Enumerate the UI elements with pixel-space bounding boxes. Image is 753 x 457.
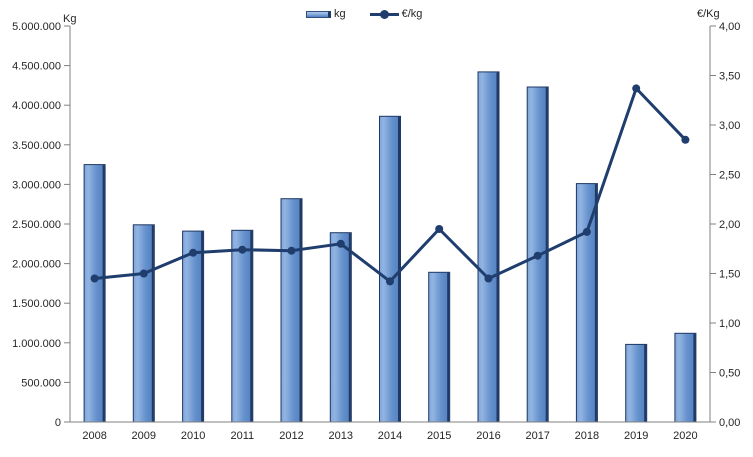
line-point-2008 <box>90 274 99 283</box>
x-axis-label-2012: 2012 <box>279 430 303 442</box>
bar-2008 <box>83 164 106 423</box>
line-point-2020 <box>681 135 690 144</box>
left-axis-tick-label: 1.500.000 <box>12 298 61 310</box>
right-axis-title: €/Kg <box>697 8 720 20</box>
left-axis-tick-label: 4.500.000 <box>12 61 61 73</box>
left-axis-tick-label: 3.500.000 <box>12 140 61 152</box>
bar-shadow-edge <box>693 333 696 422</box>
bar-shadow-edge <box>644 344 647 422</box>
right-axis-tick-label: 2,00 <box>719 219 740 231</box>
x-axis-label-2019: 2019 <box>624 430 648 442</box>
line-point-2013 <box>336 239 345 248</box>
right-axis-tick-label: 0,00 <box>719 417 740 429</box>
bar-2013 <box>329 232 352 423</box>
line-series-legend-marker-icon <box>369 9 399 19</box>
bar-shadow-edge <box>398 116 400 422</box>
bar-shadow-edge <box>545 87 548 422</box>
bar-shadow-edge <box>594 184 597 422</box>
right-axis-tick-label: 3,00 <box>719 120 740 132</box>
bar-2012 <box>280 198 303 423</box>
x-axis-label-2018: 2018 <box>575 430 599 442</box>
left-axis-tick-label: 500.000 <box>21 377 61 389</box>
line-point-2014 <box>386 277 394 286</box>
legend-item-kg: kg <box>306 6 346 22</box>
line-point-2011 <box>238 245 247 254</box>
x-axis-label-2020: 2020 <box>673 430 697 442</box>
right-axis-tick-label: 0,50 <box>719 368 740 380</box>
right-axis-tick-label: 3,50 <box>719 71 740 83</box>
x-axis-label-2010: 2010 <box>181 430 205 442</box>
bar-shadow-edge <box>348 233 351 422</box>
bar-2020 <box>674 332 697 423</box>
x-axis-label-2013: 2013 <box>329 430 353 442</box>
bar-2010 <box>182 230 205 423</box>
line-point-2016 <box>484 274 493 283</box>
bar-2018 <box>575 183 598 423</box>
right-axis-tick-label: 4,00 <box>719 21 740 33</box>
line-point-2012 <box>287 246 296 255</box>
bar-2015 <box>428 271 451 423</box>
bar-2014 <box>379 115 401 423</box>
right-axis-tick-label: 1,50 <box>719 269 740 281</box>
line-point-2009 <box>139 269 148 278</box>
bar-shadow-edge <box>102 165 105 422</box>
line-point-2019 <box>632 84 641 93</box>
bar-shadow-edge <box>201 231 204 422</box>
bar-series-legend-marker-icon <box>306 10 331 18</box>
bar-shadow-edge <box>496 72 499 422</box>
legend-item-eur-per-kg: €/kg <box>369 6 423 22</box>
left-axis-tick-label: 2.500.000 <box>12 219 61 231</box>
left-axis-tick-label: 3.000.000 <box>12 179 61 191</box>
x-axis-label-2008: 2008 <box>82 430 106 442</box>
left-axis-title: Kg <box>63 13 77 25</box>
bar-2011 <box>231 229 254 423</box>
bar-shadow-edge <box>250 230 253 422</box>
x-axis-label-2011: 2011 <box>230 430 254 442</box>
legend: kg €/kg <box>306 6 422 22</box>
right-axis-tick-label: 2,50 <box>719 170 740 182</box>
line-point-2017 <box>533 251 542 260</box>
line-point-2010 <box>189 248 198 257</box>
bar-shadow-edge <box>299 199 302 422</box>
x-axis-label-2015: 2015 <box>427 430 451 442</box>
bar-2019 <box>625 343 648 423</box>
left-axis-tick-label: 4.000.000 <box>12 100 61 112</box>
x-axis-label-2009: 2009 <box>132 430 156 442</box>
x-axis-label-2016: 2016 <box>476 430 500 442</box>
bar-2009 <box>132 224 155 423</box>
x-axis-label-2017: 2017 <box>525 430 549 442</box>
bar-2016 <box>477 71 500 423</box>
left-axis-tick-label: 2.000.000 <box>12 259 61 271</box>
left-axis-tick-label: 5.000.000 <box>12 21 61 33</box>
line-series-legend-label: €/kg <box>401 8 423 20</box>
bar-shadow-edge <box>151 225 154 422</box>
x-axis-label-2014: 2014 <box>378 430 402 442</box>
left-axis-tick-label: 1.000.000 <box>12 338 61 350</box>
right-axis-tick-label: 1,00 <box>719 318 740 330</box>
line-point-2015 <box>435 225 444 233</box>
line-point-2018 <box>582 227 591 236</box>
left-axis-tick-label: 0 <box>55 417 61 429</box>
bar-shadow-edge <box>447 272 450 422</box>
bar-series-legend-label: kg <box>334 8 346 20</box>
